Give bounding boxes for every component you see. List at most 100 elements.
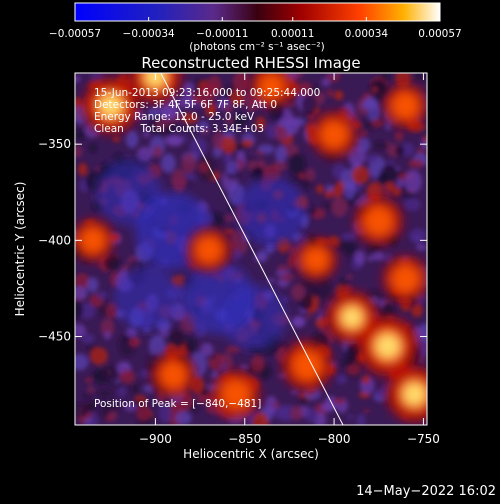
- texture-speck: [79, 302, 96, 320]
- texture-speck: [75, 286, 88, 300]
- texture-speck: [287, 254, 298, 268]
- texture-speck: [315, 277, 332, 301]
- colorbar-tick-label: 0.00057: [418, 28, 461, 40]
- texture-speck: [87, 386, 95, 394]
- texture-speck: [121, 335, 131, 342]
- colorbar-tick-label: 0.00034: [345, 28, 389, 40]
- annotation-detectors: Detectors: 3F 4F 5F 6F 7F 8F, Att 0: [94, 99, 277, 111]
- texture-speck: [207, 75, 222, 97]
- texture-speck: [143, 131, 150, 138]
- texture-speck: [255, 116, 266, 131]
- texture-speck: [341, 232, 357, 241]
- texture-speck: [371, 119, 385, 127]
- texture-speck: [291, 283, 306, 301]
- texture-speck: [112, 136, 121, 143]
- peak-position-label: Position of Peak = [−840,−481]: [94, 398, 261, 410]
- texture-speck: [168, 329, 186, 348]
- texture-speck: [220, 363, 228, 374]
- texture-speck: [83, 392, 91, 399]
- texture-speck: [75, 75, 81, 83]
- texture-speck: [394, 131, 404, 141]
- texture-speck: [380, 185, 388, 189]
- texture-speck: [81, 333, 95, 344]
- texture-speck: [241, 139, 254, 147]
- x-axis-ticks: −900 −850 −800 −750: [139, 73, 440, 446]
- texture-speck: [137, 146, 153, 162]
- texture-speck: [297, 172, 307, 180]
- texture-speck: [255, 150, 265, 156]
- texture-speck: [75, 273, 90, 290]
- texture-speck: [280, 272, 294, 282]
- texture-speck: [230, 249, 242, 261]
- texture-speck: [367, 242, 382, 254]
- texture-speck: [75, 145, 83, 158]
- texture-speck: [370, 85, 379, 94]
- texture-speck: [409, 228, 427, 244]
- texture-speck: [363, 408, 370, 413]
- y-tick-label: −450: [38, 330, 71, 344]
- x-tick-label: −900: [139, 432, 172, 446]
- texture-speck: [211, 371, 220, 380]
- texture-speck: [108, 410, 118, 421]
- texture-speck: [184, 336, 197, 354]
- texture-speck: [139, 369, 150, 378]
- plot-frame: [74, 72, 428, 426]
- texture-speck: [85, 377, 92, 384]
- texture-speck: [356, 413, 366, 425]
- annotations: 15-Jun-2013 09:23:16.000 to 09:25:44.000…: [94, 87, 320, 135]
- texture-speck: [281, 296, 290, 303]
- texture-speck: [328, 73, 338, 77]
- texture-speck: [296, 81, 313, 96]
- texture-speck: [75, 129, 86, 140]
- texture-speck: [78, 162, 88, 176]
- texture-speck: [309, 85, 321, 95]
- texture-speck: [198, 161, 210, 173]
- texture-speck: [360, 135, 367, 139]
- x-axis-label: Heliocentric X (arcsec): [183, 447, 319, 461]
- bright-region-core: [364, 206, 394, 236]
- texture-speck: [186, 179, 194, 185]
- bright-region-core: [292, 350, 323, 381]
- dim-region: [113, 265, 180, 331]
- y-axis-ticks: −350 −400 −450: [38, 137, 427, 344]
- texture-speck: [258, 159, 265, 165]
- y-tick-label: −400: [38, 233, 71, 247]
- texture-speck: [103, 331, 111, 340]
- texture-speck: [380, 164, 398, 183]
- texture-speck: [96, 291, 108, 300]
- y-axis-label: Heliocentric Y (arcsec): [13, 182, 27, 317]
- texture-speck: [189, 403, 200, 413]
- image-area: [75, 73, 427, 425]
- texture-speck: [265, 123, 278, 139]
- dim-region: [220, 284, 287, 351]
- texture-speck: [225, 345, 241, 354]
- texture-speck: [75, 353, 89, 371]
- texture-speck: [125, 327, 138, 338]
- texture-speck: [383, 181, 396, 192]
- texture-speck: [230, 229, 249, 256]
- texture-speck: [229, 89, 245, 106]
- texture-speck: [125, 130, 139, 149]
- texture-speck: [100, 318, 115, 337]
- texture-speck: [305, 168, 316, 182]
- texture-speck: [84, 418, 92, 424]
- bright-region-core: [195, 236, 223, 264]
- texture-speck: [89, 347, 108, 365]
- texture-speck: [315, 317, 328, 329]
- x-tick-label: −750: [407, 432, 440, 446]
- texture-speck: [136, 404, 151, 421]
- texture-speck: [384, 122, 392, 131]
- texture-speck: [301, 94, 318, 116]
- texture-speck: [422, 135, 427, 142]
- texture-speck: [128, 338, 139, 347]
- bright-region-peak: [375, 334, 400, 359]
- texture-speck: [305, 408, 318, 423]
- texture-speck: [239, 364, 249, 370]
- texture-speck: [192, 100, 201, 109]
- bright-region-core: [80, 227, 106, 253]
- x-tick-label: −800: [318, 432, 351, 446]
- texture-speck: [90, 373, 101, 379]
- texture-speck: [149, 334, 166, 358]
- texture-speck: [130, 382, 141, 397]
- annotation-energy-range: Energy Range: 12.0 - 25.0 keV: [94, 111, 255, 123]
